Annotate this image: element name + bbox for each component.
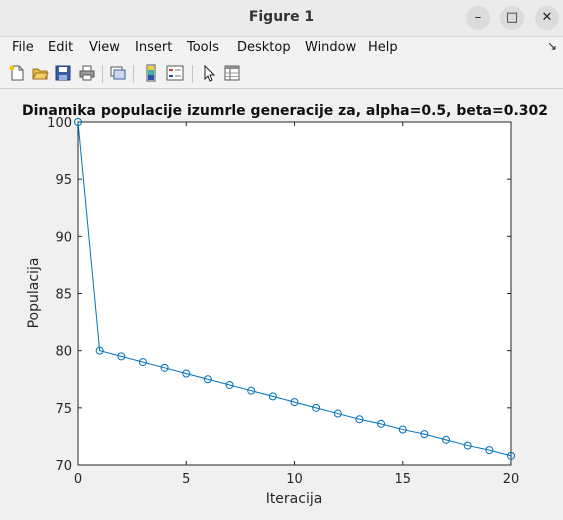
data-point-marker — [203, 375, 212, 384]
toolbar-separator — [102, 65, 103, 83]
y-tick-label: 90 — [55, 230, 72, 245]
menu-insert[interactable]: Insert — [135, 40, 173, 55]
toolbar-separator — [192, 65, 193, 83]
data-point-marker — [74, 118, 82, 126]
y-tick-label: 75 — [55, 402, 72, 417]
series-line — [77, 121, 512, 457]
menu-tools[interactable]: Tools — [187, 40, 220, 55]
x-tick-label: 10 — [286, 472, 303, 487]
plot-area — [77, 121, 512, 466]
window-titlebar: Figure 1 – □ ✕ — [0, 0, 563, 37]
data-point-marker — [485, 446, 494, 455]
data-point-marker — [182, 369, 191, 378]
line-chart: Dinamika populacije izumrle generacije z… — [22, 103, 548, 507]
print-icon[interactable] — [78, 64, 96, 82]
y-tick-label: 85 — [55, 288, 72, 303]
x-axis-label: Iteracija — [266, 491, 323, 507]
data-point-marker — [420, 430, 429, 439]
menu-edit[interactable]: Edit — [48, 40, 74, 55]
data-point-marker — [377, 419, 386, 428]
close-button[interactable]: ✕ — [535, 6, 559, 30]
data-point-marker — [95, 346, 104, 355]
pointer-icon[interactable] — [200, 64, 218, 82]
data-point-marker — [117, 352, 126, 361]
data-point-marker — [463, 441, 472, 450]
data-point-marker — [355, 415, 364, 424]
data-point-marker — [398, 425, 407, 434]
figure-canvas: Dinamika populacije izumrle generacije z… — [0, 89, 563, 516]
minimize-button[interactable]: – — [466, 6, 490, 30]
data-point-marker — [290, 398, 299, 407]
data-point-marker — [442, 435, 451, 444]
toolbar — [0, 60, 563, 89]
colorbar-icon[interactable] — [142, 64, 160, 82]
y-tick-label: 100 — [47, 116, 72, 131]
data-point-marker — [138, 358, 147, 367]
property-inspector-icon[interactable] — [223, 64, 241, 82]
data-point-marker — [312, 403, 321, 412]
data-point-marker — [225, 380, 234, 389]
data-point-marker — [247, 386, 256, 395]
menu-help[interactable]: Help — [368, 40, 398, 55]
x-tick-label: 20 — [503, 472, 520, 487]
data-point-marker — [268, 392, 277, 401]
maximize-button[interactable]: □ — [500, 6, 524, 30]
x-tick-label: 0 — [74, 472, 82, 487]
window-title: Figure 1 — [248, 9, 315, 25]
chart-title: Dinamika populacije izumrle generacije z… — [22, 103, 548, 119]
open-file-icon[interactable] — [31, 64, 49, 82]
menu-view[interactable]: View — [89, 40, 120, 55]
y-tick-label: 95 — [55, 173, 72, 188]
menu-desktop[interactable]: Desktop — [237, 40, 291, 55]
menu-file[interactable]: File — [12, 40, 34, 55]
toolbar-separator — [133, 65, 134, 83]
y-tick-label: 70 — [55, 459, 72, 474]
menu-bar: File Edit View Insert Tools Desktop Wind… — [0, 37, 563, 59]
y-tick-label: 80 — [55, 345, 72, 360]
link-plot-icon[interactable] — [109, 64, 127, 82]
x-tick-label: 5 — [182, 472, 190, 487]
menu-window[interactable]: Window — [305, 40, 357, 55]
save-icon[interactable] — [54, 64, 72, 82]
new-figure-icon[interactable] — [8, 64, 26, 82]
x-tick-label: 15 — [394, 472, 411, 487]
data-point-marker — [160, 363, 169, 372]
data-point-marker — [507, 451, 515, 460]
y-axis-label: Populacija — [26, 258, 42, 329]
legend-icon[interactable] — [166, 64, 184, 82]
data-point-marker — [333, 409, 342, 418]
dock-arrow-icon[interactable]: ↘ — [546, 39, 557, 53]
